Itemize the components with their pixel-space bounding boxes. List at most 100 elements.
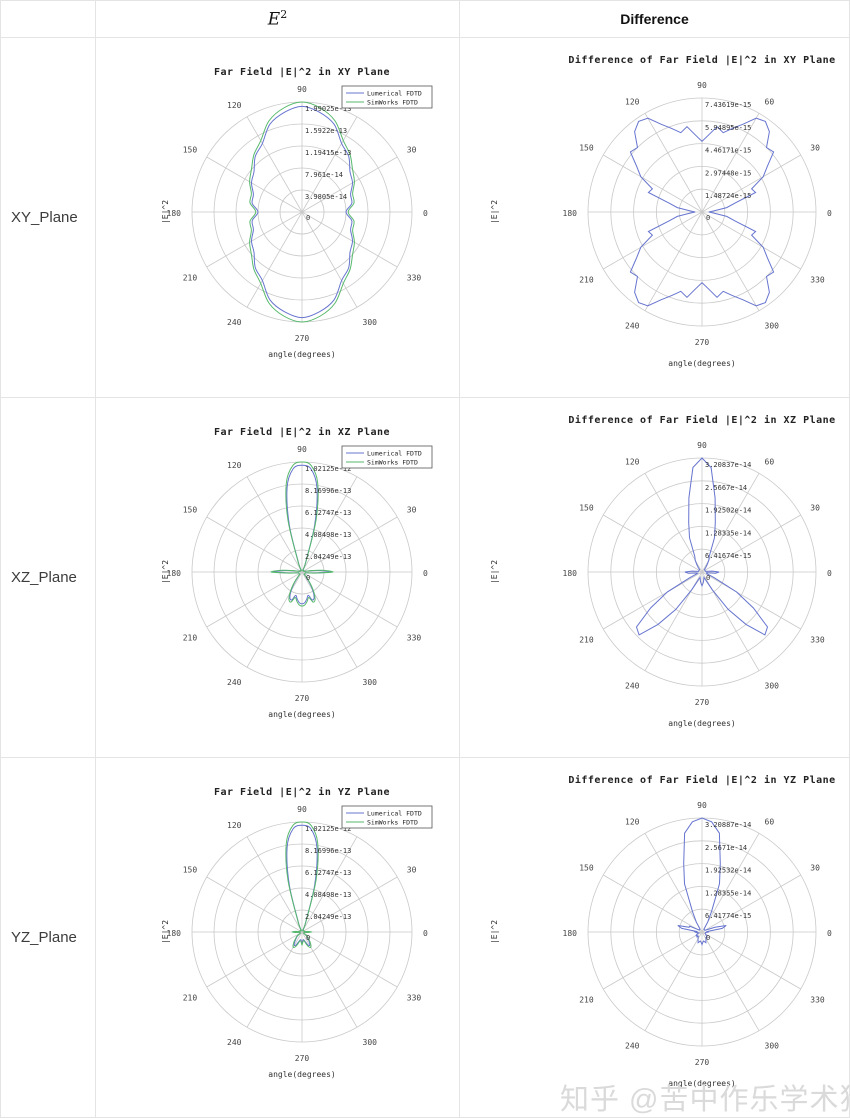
angle-tick-label: 0 bbox=[827, 929, 832, 938]
grid-spoke bbox=[301, 516, 398, 573]
grid-spoke bbox=[206, 571, 303, 628]
grid-spoke bbox=[603, 931, 703, 990]
radial-tick-label: 6.12747e-13 bbox=[305, 869, 351, 877]
legend-entry-label: SimWorks FDTD bbox=[367, 459, 418, 467]
radial-tick-label: 1.99025e-13 bbox=[305, 105, 351, 113]
polar-grid bbox=[587, 817, 817, 1047]
grid-spoke bbox=[603, 874, 703, 933]
radial-tick-label: 0 bbox=[706, 934, 710, 942]
angle-tick-label: 150 bbox=[183, 146, 198, 155]
angle-tick-label: 240 bbox=[227, 318, 242, 327]
polar-plot-yz-e2: 03060901201501802102402703003301.02125e-… bbox=[96, 758, 460, 1118]
x-axis-label: angle(degrees) bbox=[668, 719, 735, 728]
radial-tick-label: 4.08498e-13 bbox=[305, 531, 351, 539]
angle-tick-label: 330 bbox=[810, 996, 825, 1005]
legend-entry-label: SimWorks FDTD bbox=[367, 819, 418, 827]
radial-tick-label: 6.12747e-13 bbox=[305, 509, 351, 517]
radial-tick-label: 0 bbox=[706, 214, 710, 222]
angle-tick-label: 30 bbox=[407, 146, 417, 155]
angle-tick-label: 270 bbox=[295, 694, 310, 703]
grid-spoke bbox=[701, 211, 760, 311]
radial-tick-label: 1.02125e-12 bbox=[305, 465, 351, 473]
angle-tick-label: 30 bbox=[810, 864, 820, 873]
grid-spoke bbox=[603, 154, 703, 213]
angle-tick-label: 300 bbox=[363, 678, 378, 687]
angle-tick-label: 120 bbox=[625, 98, 640, 107]
angle-tick-label: 90 bbox=[697, 441, 707, 450]
legend-box bbox=[341, 805, 433, 829]
grid-spoke bbox=[301, 931, 358, 1028]
grid-spoke bbox=[206, 516, 303, 573]
radial-tick-label: 0 bbox=[306, 574, 310, 582]
angle-tick-label: 300 bbox=[363, 1038, 378, 1047]
grid-spoke bbox=[301, 931, 398, 988]
series-simworks-fdtd bbox=[285, 821, 319, 948]
radial-tick-label: 4.46171e-15 bbox=[705, 147, 751, 155]
polar-grid bbox=[191, 461, 413, 683]
radial-tick-label: 1.48724e-15 bbox=[705, 192, 751, 200]
grid-spoke bbox=[206, 876, 303, 933]
grid-spoke bbox=[246, 211, 303, 308]
angle-tick-label: 30 bbox=[407, 866, 417, 875]
grid-spoke bbox=[246, 476, 303, 573]
angle-tick-label: 90 bbox=[297, 445, 307, 454]
polar-plot-yz-difference: 0 30 60 90 120 150 180 210 240 270 300 330 3.20887e-… bbox=[460, 758, 850, 1118]
radial-tick-label: 2.5667e-14 bbox=[705, 484, 747, 492]
angle-tick-label: 0 bbox=[423, 209, 428, 218]
radial-tick-label: 2.5671e-14 bbox=[705, 844, 747, 852]
polar-chart-svg: 0 30 60 90 120 150 180 210 240 270 300 330 3.20887e-… bbox=[490, 774, 835, 1088]
angle-tick-label: 90 bbox=[697, 801, 707, 810]
angle-tick-label: 120 bbox=[625, 818, 640, 827]
angle-tick-label: 270 bbox=[695, 1058, 710, 1067]
angle-tick-label: 180 bbox=[167, 209, 182, 218]
radial-tick-label: 8.16996e-13 bbox=[305, 487, 351, 495]
grid-spoke bbox=[701, 154, 801, 213]
plot-title: Difference of Far Field |E|^2 in XZ Plan… bbox=[568, 414, 835, 426]
angle-tick-label: 240 bbox=[625, 1041, 640, 1050]
polar-plot-xz-difference: 0 30 60 90 120 150 180 210 240 270 300 330 3.20837e-… bbox=[460, 398, 850, 758]
y-axis-label: |E|^2 bbox=[161, 200, 170, 224]
angle-tick-label: 30 bbox=[407, 506, 417, 515]
grid-spoke bbox=[701, 571, 801, 630]
angle-tick-label: 240 bbox=[625, 321, 640, 330]
angle-tick-label: 60 bbox=[765, 458, 775, 467]
x-axis-label: angle(degrees) bbox=[268, 710, 335, 719]
plot-title: Far Field |E|^2 in XZ Plane bbox=[214, 426, 390, 438]
radial-tick-label: 0 bbox=[306, 214, 310, 222]
polar-chart-svg: 0 30 60 90 120 150 180 210 240 270 300 330 7.43619e-… bbox=[490, 54, 835, 368]
polar-chart-svg: 0 30 60 90 120 150 180 210 240 270 300 330 3.20837e-… bbox=[490, 414, 835, 728]
angle-tick-label: 180 bbox=[563, 209, 578, 218]
angle-tick-label: 180 bbox=[167, 929, 182, 938]
grid-spoke bbox=[701, 211, 801, 270]
angle-tick-label: 30 bbox=[810, 144, 820, 153]
y-axis-label: |E|^2 bbox=[161, 920, 170, 944]
grid-spoke bbox=[301, 836, 358, 933]
angle-tick-label: 60 bbox=[765, 818, 775, 827]
polar-plot-xz-e2: 03060901201501802102402703003301.02125e-… bbox=[96, 398, 460, 758]
angle-tick-label: 60 bbox=[765, 98, 775, 107]
grid-spoke bbox=[644, 473, 703, 573]
angle-tick-label: 330 bbox=[810, 636, 825, 645]
angle-tick-label: 30 bbox=[810, 504, 820, 513]
x-axis-label: angle(degrees) bbox=[668, 359, 735, 368]
header-difference-column: Difference bbox=[460, 1, 850, 38]
angle-tick-label: 210 bbox=[579, 276, 594, 285]
angle-tick-label: 240 bbox=[227, 1038, 242, 1047]
series-simworks-fdtd bbox=[270, 461, 334, 607]
angle-tick-label: 180 bbox=[167, 569, 182, 578]
angle-tick-label: 210 bbox=[579, 996, 594, 1005]
angle-tick-label: 150 bbox=[183, 506, 198, 515]
grid-spoke bbox=[701, 514, 801, 573]
angle-tick-label: 210 bbox=[183, 634, 198, 643]
radial-tick-label: 1.28335e-14 bbox=[705, 529, 751, 537]
angle-tick-label: 120 bbox=[227, 101, 242, 110]
grid-spoke bbox=[701, 931, 760, 1031]
radial-tick-label: 1.19415e-13 bbox=[305, 149, 351, 157]
grid-spoke bbox=[206, 211, 303, 268]
angle-tick-label: 210 bbox=[183, 994, 198, 1003]
row-label-yz-plane: YZ_Plane bbox=[0, 758, 96, 1118]
angle-tick-label: 90 bbox=[297, 805, 307, 814]
angle-tick-label: 180 bbox=[563, 569, 578, 578]
grid-spoke bbox=[301, 476, 358, 573]
